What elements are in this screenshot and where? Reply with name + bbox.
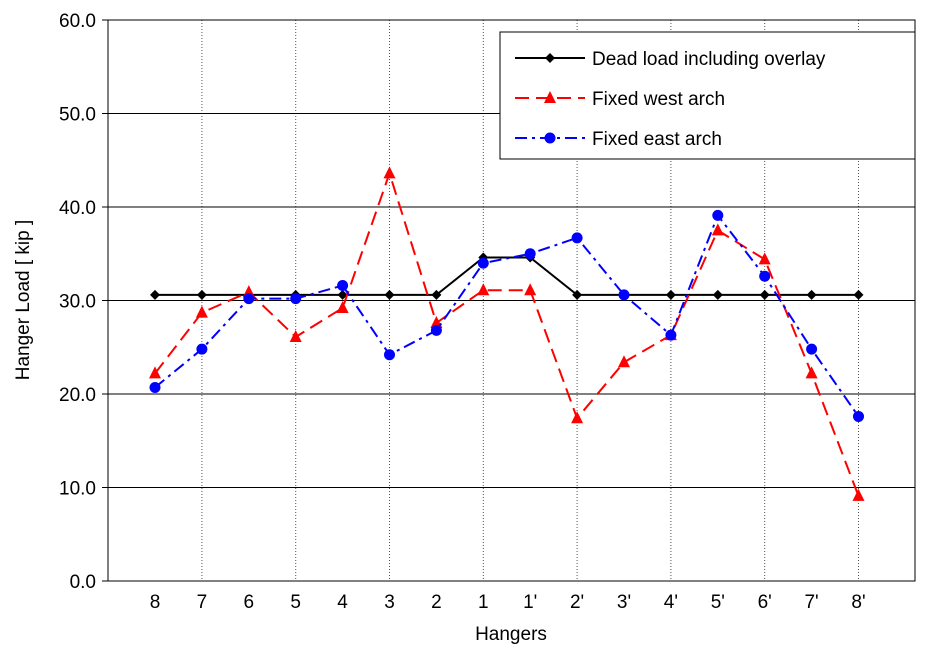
legend-item: Fixed east arch	[515, 129, 722, 150]
y-tick-label: 40.0	[59, 198, 96, 219]
x-tick-label: 7'	[804, 592, 818, 613]
data-point-circle	[430, 324, 442, 336]
data-point-triangle	[289, 329, 302, 342]
x-axis-label: Hangers	[475, 624, 547, 645]
data-point-diamond	[712, 289, 723, 300]
x-tick-label: 7	[197, 592, 208, 613]
data-point-triangle	[524, 283, 537, 296]
x-tick-label: 5'	[711, 592, 725, 613]
data-point-circle	[853, 410, 864, 422]
data-point-triangle	[383, 166, 396, 179]
x-tick-label: 8'	[851, 592, 865, 613]
legend-items: Dead load including overlay Fixed west ar…	[515, 49, 826, 150]
y-tick-label: 10.0	[59, 479, 96, 500]
y-tick-label: 30.0	[59, 292, 96, 313]
data-point-circle	[806, 343, 818, 355]
data-point-circle	[544, 132, 556, 144]
data-point-circle	[477, 257, 489, 269]
data-point-circle	[618, 289, 630, 301]
data-point-triangle	[758, 252, 771, 265]
data-point-triangle	[805, 366, 818, 379]
data-point-triangle	[618, 355, 630, 368]
data-point-circle	[665, 329, 677, 341]
data-point-circle	[196, 343, 208, 355]
x-tick-label: 1	[478, 592, 489, 613]
data-point-triangle	[195, 305, 208, 318]
y-axis-tick-labels: 0.0 10.0 20.0 30.0 40.0 50.0 60.0	[59, 11, 108, 593]
data-point-circle	[524, 248, 536, 260]
data-point-diamond	[806, 289, 817, 300]
data-point-diamond	[572, 289, 583, 300]
x-axis-tick-labels: 8 7 6 5 4 3 2 1 1' 2' 3' 4' 5' 6' 7' 8'	[150, 592, 866, 613]
y-tick-label: 50.0	[59, 105, 96, 126]
x-tick-label: 1'	[523, 592, 537, 613]
x-tick-label: 2'	[570, 592, 584, 613]
x-tick-label: 6	[244, 592, 255, 613]
legend-label: Dead load including overlay	[592, 49, 826, 70]
x-tick-label: 3'	[617, 592, 631, 613]
data-point-diamond	[665, 289, 676, 300]
x-tick-label: 4'	[664, 592, 678, 613]
data-point-diamond	[196, 289, 207, 300]
data-point-diamond	[337, 289, 348, 300]
data-point-diamond	[545, 53, 555, 63]
y-tick-label: 0.0	[70, 572, 96, 593]
data-point-triangle	[477, 283, 490, 296]
legend-label: Fixed east arch	[592, 129, 722, 150]
data-point-diamond	[431, 289, 442, 300]
data-point-diamond	[853, 289, 864, 300]
x-tick-label: 8	[150, 592, 161, 613]
y-axis-label: Hanger Load [ kip ]	[13, 220, 34, 381]
series-layer	[149, 166, 865, 501]
x-tick-label: 5	[290, 592, 301, 613]
data-point-triangle	[852, 488, 865, 501]
y-tick-label: 20.0	[59, 385, 96, 406]
data-point-diamond	[759, 289, 770, 300]
data-point-diamond	[384, 289, 395, 300]
data-point-triangle	[544, 91, 556, 103]
series-line	[154, 213, 860, 418]
data-point-triangle	[149, 366, 161, 379]
legend-item: Fixed west arch	[515, 89, 725, 110]
y-tick-label: 60.0	[59, 11, 96, 32]
data-point-circle	[571, 232, 583, 244]
data-point-circle	[759, 270, 771, 282]
data-point-triangle	[571, 411, 584, 424]
data-point-triangle	[336, 300, 349, 313]
series-fixed-east-arch	[149, 209, 864, 422]
data-point-circle	[149, 381, 161, 393]
x-tick-label: 3	[384, 592, 395, 613]
data-point-circle	[337, 280, 349, 292]
x-tick-label: 2	[431, 592, 442, 613]
legend: Dead load including overlay Fixed west ar…	[499, 31, 916, 160]
data-point-circle	[243, 293, 255, 305]
legend-label: Fixed west arch	[592, 89, 725, 110]
data-point-circle	[384, 349, 395, 361]
data-point-triangle	[711, 223, 724, 236]
x-tick-label: 4	[337, 592, 348, 613]
data-point-circle	[290, 293, 302, 305]
legend-item: Dead load including overlay	[515, 49, 826, 70]
data-point-diamond	[150, 289, 160, 300]
data-point-circle	[712, 209, 724, 221]
x-tick-label: 6'	[758, 592, 772, 613]
